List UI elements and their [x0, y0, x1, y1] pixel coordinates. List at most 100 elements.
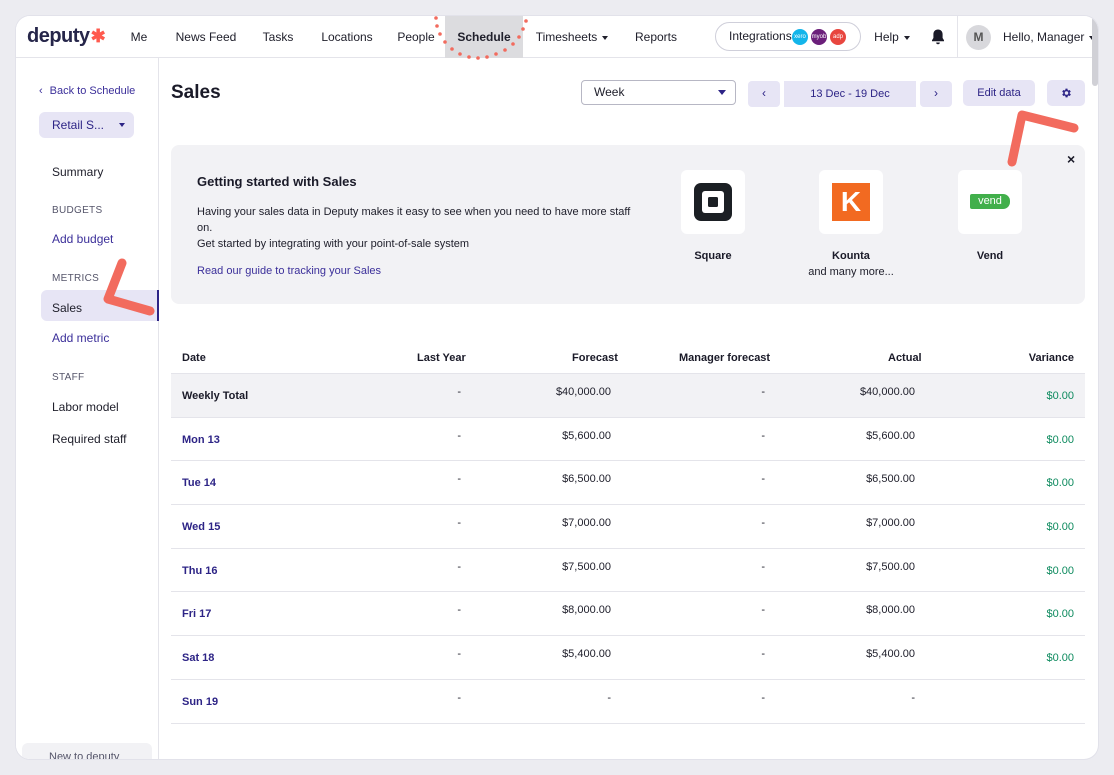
col-manager-forecast: Manager forecast [679, 352, 771, 364]
actual-cell: $6,500.00 [866, 473, 915, 486]
integrations-button[interactable]: Integrations xero myob adp [715, 22, 861, 51]
col-date: Date [182, 352, 206, 364]
kounta-logo-tile: K [819, 170, 883, 234]
kounta-logo-icon: K [832, 183, 870, 221]
user-menu[interactable]: Hello, Manager [1003, 16, 1096, 58]
sidebar-item-summary[interactable]: Summary [52, 165, 104, 179]
table-row[interactable]: Thu 16 - $7,500.00 - $7,500.00 $0.00 [171, 549, 1085, 593]
last-year-cell: - [457, 429, 461, 442]
date-cell[interactable]: Thu 16 [182, 564, 218, 577]
forecast-cell: $40,000.00 [555, 386, 611, 398]
nav-divider [957, 16, 958, 58]
variance-cell: $0.00 [1046, 564, 1074, 577]
integration-square[interactable]: Square [681, 170, 745, 262]
variance-cell: $0.00 [1046, 652, 1074, 665]
last-year-cell: - [457, 386, 461, 398]
nav-item-tasks[interactable]: Tasks [262, 30, 294, 44]
forecast-cell: $6,500.00 [562, 473, 611, 486]
weekly-total-row: Weekly Total - $40,000.00 - $40,000.00 $0.00 [171, 374, 1085, 418]
variance-cell: $0.00 [1046, 433, 1074, 446]
table-row[interactable]: Mon 13 - $5,600.00 - $5,600.00 $0.00 [171, 418, 1085, 462]
caret-down-icon [718, 90, 726, 95]
edit-data-button[interactable]: Edit data [963, 80, 1035, 106]
square-logo-tile [681, 170, 745, 234]
kounta-sublabel: and many more... [808, 266, 894, 278]
table-row[interactable]: Sun 19 - - - - [171, 680, 1085, 724]
date-cell[interactable]: Mon 13 [182, 433, 220, 446]
sidebar-item-add-metric[interactable]: Add metric [52, 331, 110, 345]
scrollbar[interactable] [1092, 16, 1098, 86]
gear-icon [1062, 88, 1071, 98]
integration-vend[interactable]: vend Vend [958, 170, 1022, 262]
close-icon[interactable]: × [1067, 151, 1076, 167]
nav-item-reports[interactable]: Reports [634, 30, 678, 44]
period-label: Week [594, 85, 625, 99]
col-variance: Variance [1028, 352, 1074, 364]
manager-forecast-cell: - [761, 604, 765, 617]
help-label: Help [874, 30, 899, 44]
sidebar-item-sales[interactable]: Sales [52, 301, 83, 315]
bell-icon[interactable] [930, 28, 946, 46]
location-select[interactable]: Retail S... [39, 112, 134, 138]
kounta-label: Kounta [832, 250, 870, 262]
prev-week-button[interactable]: ‹ [748, 81, 780, 107]
sidebar-bottom-panel[interactable]: New to deputy [22, 743, 152, 759]
nav-item-people[interactable]: People [397, 30, 435, 44]
next-week-button[interactable]: › [920, 81, 952, 107]
last-year-cell: - [457, 473, 461, 486]
variance-cell: $0.00 [1046, 390, 1074, 402]
date-cell[interactable]: Wed 15 [182, 521, 221, 534]
card-desc-line-1: Having your sales data in Deputy makes i… [197, 206, 631, 234]
sidebar-item-labor-model[interactable]: Labor model [52, 400, 119, 414]
nav-item-me[interactable]: Me [130, 30, 148, 44]
sidebar-item-add-budget[interactable]: Add budget [52, 232, 114, 246]
guide-link[interactable]: Read our guide to tracking your Sales [197, 265, 382, 277]
deputy-logo[interactable]: deputy✱ [27, 25, 106, 47]
nav-item-locations[interactable]: Locations [321, 30, 373, 44]
period-select[interactable]: Week [581, 80, 736, 105]
actual-cell: $8,000.00 [866, 604, 915, 617]
table-row[interactable]: Sat 18 - $5,400.00 - $5,400.00 $0.00 [171, 636, 1085, 680]
col-actual: Actual [888, 352, 922, 364]
table-row[interactable]: Tue 14 - $6,500.00 - $6,500.00 $0.00 [171, 461, 1085, 506]
settings-button[interactable] [1047, 80, 1085, 106]
nav-item-schedule[interactable]: Schedule [445, 16, 523, 58]
variance-cell: $0.00 [1046, 521, 1074, 534]
help-menu[interactable]: Help [869, 16, 915, 58]
col-last-year: Last Year [417, 352, 466, 364]
xero-icon: xero [792, 29, 808, 45]
sidebar-item-required-staff[interactable]: Required staff [52, 432, 127, 446]
square-label: Square [694, 250, 732, 262]
table-row[interactable]: Wed 15 - $7,000.00 - $7,000.00 $0.00 [171, 505, 1085, 549]
card-desc-line-2: Get started by integrating with your poi… [197, 238, 470, 250]
date-cell[interactable]: Fri 17 [182, 608, 212, 621]
manager-forecast-cell: - [761, 560, 765, 573]
forecast-cell: $8,000.00 [562, 604, 611, 617]
actual-cell: - [911, 691, 915, 704]
nav-item-news-feed[interactable]: News Feed [175, 30, 237, 44]
sidebar-heading-staff: STAFF [52, 372, 85, 383]
nav-item-timesheets[interactable]: Timesheets [532, 16, 612, 58]
chevron-down-icon [602, 35, 609, 40]
manager-forecast-cell: - [761, 691, 765, 704]
avatar[interactable]: M [966, 25, 991, 50]
top-navigation: deputy✱ Me News Feed Tasks Locations Peo… [16, 16, 1098, 58]
date-cell[interactable]: Sat 18 [182, 652, 215, 665]
forecast-cell: $5,400.00 [562, 648, 611, 661]
timesheets-label: Timesheets [535, 30, 598, 44]
date-range-button[interactable]: 13 Dec - 19 Dec [784, 81, 916, 107]
date-cell[interactable]: Tue 14 [182, 477, 217, 490]
user-label: Hello, Manager [1003, 30, 1085, 44]
integration-kounta[interactable]: K Kounta and many more... [808, 170, 894, 278]
table-row[interactable]: Fri 17 - $8,000.00 - $8,000.00 $0.00 [171, 592, 1085, 637]
date-cell[interactable]: Sun 19 [182, 695, 219, 708]
manager-forecast-cell: - [761, 429, 765, 442]
table-header: Date Last Year Forecast Manager forecast… [171, 341, 1085, 374]
sidebar: ‹ Back to Schedule Retail S... Summary BU… [16, 58, 159, 759]
back-to-schedule-link[interactable]: ‹ Back to Schedule [39, 85, 135, 97]
last-year-cell: - [457, 648, 461, 661]
getting-started-card: Getting started with Sales Having your s… [171, 145, 1085, 304]
last-year-cell: - [457, 604, 461, 617]
variance-cell: $0.00 [1046, 477, 1074, 490]
actual-cell: $7,000.00 [866, 517, 915, 530]
